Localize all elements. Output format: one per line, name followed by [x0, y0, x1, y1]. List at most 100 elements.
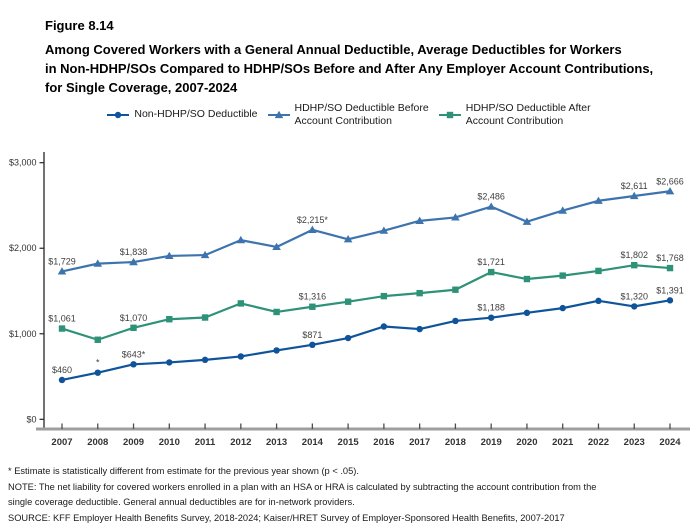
data-point-label-hdhp-so-deductible-after-account-contribution: $1,070 — [120, 313, 148, 323]
data-point-hdhp-so-deductible-before-account-contribution — [200, 250, 210, 259]
series-line-hdhp-so-deductible-after-account-contribution — [60, 264, 672, 341]
data-point-non-hdhp-so-deductible — [273, 347, 280, 354]
footnote-note-line-2: single coverage deductible. General annu… — [8, 497, 355, 507]
data-point-hdhp-so-deductible-before-account-contribution — [272, 242, 281, 251]
data-point-hdhp-so-deductible-before-account-contribution — [451, 213, 460, 221]
data-point-non-hdhp-so-deductible — [666, 297, 674, 304]
data-point-non-hdhp-so-deductible — [380, 323, 388, 330]
data-point-hdhp-so-deductible-after-account-contribution — [58, 325, 66, 332]
footnote-source: SOURCE: KFF Employer Health Benefits Sur… — [8, 512, 565, 523]
data-point-non-hdhp-so-deductible — [130, 361, 137, 368]
footnote-asterisk: * Estimate is statistically different fr… — [8, 466, 359, 476]
series-line-hdhp-so-deductible-before-account-contribution — [60, 190, 672, 273]
data-point-hdhp-so-deductible-after-account-contribution — [237, 300, 245, 307]
figure-title-line-3: for Single Coverage, 2007-2024 — [45, 80, 238, 95]
data-point-non-hdhp-so-deductible — [523, 309, 531, 317]
data-point-non-hdhp-so-deductible — [237, 353, 245, 360]
x-axis-tick-label: 2016 — [373, 437, 394, 448]
legend-item-label: HDHP/SO Deductible Before Account Contrib… — [294, 102, 429, 127]
data-point-non-hdhp-so-deductible — [58, 376, 66, 384]
data-point-hdhp-so-deductible-after-account-contribution — [380, 292, 388, 300]
x-axis-tick-label: 2020 — [516, 437, 537, 448]
data-point-hdhp-so-deductible-before-account-contribution — [129, 257, 138, 266]
chart-svg: $0 $1,000 $2,000 $3,000 2007 2008 2009 2010 2011… — [9, 152, 690, 448]
y-axis-tick-label: $1,000 — [9, 329, 37, 339]
x-axis-tick-label: 2015 — [338, 437, 360, 448]
data-point-non-hdhp-so-deductible — [487, 314, 495, 321]
data-point-label-hdhp-so-deductible-before-account-contribution: $2,215* — [297, 215, 329, 225]
footnote-note-line-1: NOTE: The net liability for covered work… — [8, 481, 597, 492]
data-point-label-hdhp-so-deductible-before-account-contribution: $1,729 — [48, 256, 76, 266]
x-axis-tick-label: 2014 — [302, 437, 324, 448]
legend-triangle-glyph — [274, 110, 283, 118]
data-point-hdhp-so-deductible-after-account-contribution — [201, 314, 209, 321]
x-axis-tick-label: 2023 — [624, 437, 645, 448]
legend-item-label: HDHP/SO Deductible After Account Contribu… — [465, 102, 591, 127]
data-point-label-hdhp-so-deductible-after-account-contribution: $1,316 — [299, 292, 327, 302]
data-point-hdhp-so-deductible-after-account-contribution — [416, 289, 423, 297]
data-point-label-hdhp-so-deductible-before-account-contribution: $2,611 — [621, 181, 648, 191]
figure-header: Figure 8.14 Among Covered Workers with a… — [45, 16, 688, 97]
y-axis-tick-label: $2,000 — [9, 243, 37, 253]
data-point-non-hdhp-so-deductible — [309, 341, 316, 349]
deductibles-line-chart: $0 $1,000 $2,000 $3,000 2007 2008 2009 2010 2011… — [0, 140, 698, 462]
data-point-non-hdhp-so-deductible — [416, 325, 423, 333]
data-point-non-hdhp-so-deductible — [595, 297, 602, 305]
legend-item-label: Non-HDHP/SO Deductible — [134, 108, 258, 121]
data-point-hdhp-so-deductible-after-account-contribution — [130, 324, 137, 331]
legend-item-hdhp-so-deductible-after-account-contribution: HDHP/SO Deductible After Account Contribu… — [438, 102, 591, 127]
data-point-hdhp-so-deductible-after-account-contribution — [523, 275, 531, 283]
data-point-hdhp-so-deductible-before-account-contribution — [343, 235, 353, 243]
data-point-hdhp-so-deductible-before-account-contribution — [93, 259, 103, 267]
legend-item-non-hdhp-so-deductible: Non-HDHP/SO Deductible — [107, 108, 258, 121]
data-point-label-hdhp-so-deductible-after-account-contribution: $1,802 — [620, 250, 648, 260]
data-point-hdhp-so-deductible-after-account-contribution — [166, 316, 173, 323]
data-point-hdhp-so-deductible-after-account-contribution — [487, 268, 495, 276]
data-point-non-hdhp-so-deductible — [201, 356, 209, 364]
data-point-label-hdhp-so-deductible-after-account-contribution: $1,061 — [48, 314, 76, 324]
data-point-label-non-hdhp-so-deductible: $871 — [302, 330, 322, 340]
figure-number: Figure 8.14 — [45, 18, 114, 33]
legend-triangle-marker-icon — [267, 110, 290, 118]
data-point-hdhp-so-deductible-after-account-contribution — [94, 336, 101, 343]
x-axis-tick-label: 2013 — [266, 437, 287, 448]
data-point-label-hdhp-so-deductible-before-account-contribution: $2,486 — [477, 192, 505, 202]
data-point-hdhp-so-deductible-before-account-contribution — [558, 206, 568, 214]
data-point-hdhp-so-deductible-after-account-contribution — [666, 264, 674, 272]
data-point-label-non-hdhp-so-deductible: $460 — [52, 365, 72, 375]
y-axis-tick-label: $3,000 — [9, 158, 37, 168]
data-point-hdhp-so-deductible-after-account-contribution — [344, 298, 352, 305]
figure-title-line-1: Among Covered Workers with a General Ann… — [45, 42, 622, 57]
data-point-hdhp-so-deductible-before-account-contribution — [486, 202, 496, 210]
data-point-hdhp-so-deductible-before-account-contribution — [665, 187, 675, 195]
legend-item-hdhp-so-deductible-before-account-contribution: HDHP/SO Deductible Before Account Contrib… — [267, 102, 429, 127]
data-point-hdhp-so-deductible-before-account-contribution — [308, 225, 317, 233]
data-point-label-non-hdhp-so-deductible: $1,391 — [656, 285, 684, 295]
x-axis-tick-label: 2010 — [159, 437, 180, 448]
data-point-hdhp-so-deductible-before-account-contribution — [164, 251, 174, 260]
legend-square-marker-icon — [438, 111, 461, 118]
footnotes: * Estimate is statistically different fr… — [8, 464, 694, 525]
data-point-non-hdhp-so-deductible — [631, 303, 638, 310]
x-axis-tick-label: 2017 — [409, 437, 430, 448]
series-line-non-hdhp-so-deductible — [60, 299, 672, 382]
x-axis-tick-label: 2007 — [51, 437, 72, 448]
y-axis-tick-label: $0 — [26, 414, 36, 424]
data-point-label-non-hdhp-so-deductible: $643* — [122, 349, 146, 359]
data-point-hdhp-so-deductible-before-account-contribution — [57, 267, 67, 275]
data-point-label-hdhp-so-deductible-before-account-contribution: $2,666 — [656, 176, 684, 186]
data-point-hdhp-so-deductible-before-account-contribution — [522, 217, 532, 225]
x-axis-tick-label: 2012 — [230, 437, 251, 448]
data-point-hdhp-so-deductible-after-account-contribution — [273, 308, 280, 316]
data-point-label-non-hdhp-so-deductible: $1,188 — [477, 303, 505, 313]
data-point-non-hdhp-so-deductible — [559, 304, 566, 312]
data-point-label-hdhp-so-deductible-after-account-contribution: $1,768 — [656, 253, 684, 263]
legend-circle-marker-icon — [107, 111, 130, 118]
x-axis-tick-label: 2022 — [588, 437, 609, 448]
x-axis-tick-label: 2009 — [123, 437, 144, 448]
data-point-label-non-hdhp-so-deductible: $1,320 — [620, 291, 648, 301]
data-point-hdhp-so-deductible-before-account-contribution — [594, 196, 603, 204]
x-axis-tick-label: 2018 — [445, 437, 466, 448]
data-point-hdhp-so-deductible-before-account-contribution — [415, 216, 424, 224]
